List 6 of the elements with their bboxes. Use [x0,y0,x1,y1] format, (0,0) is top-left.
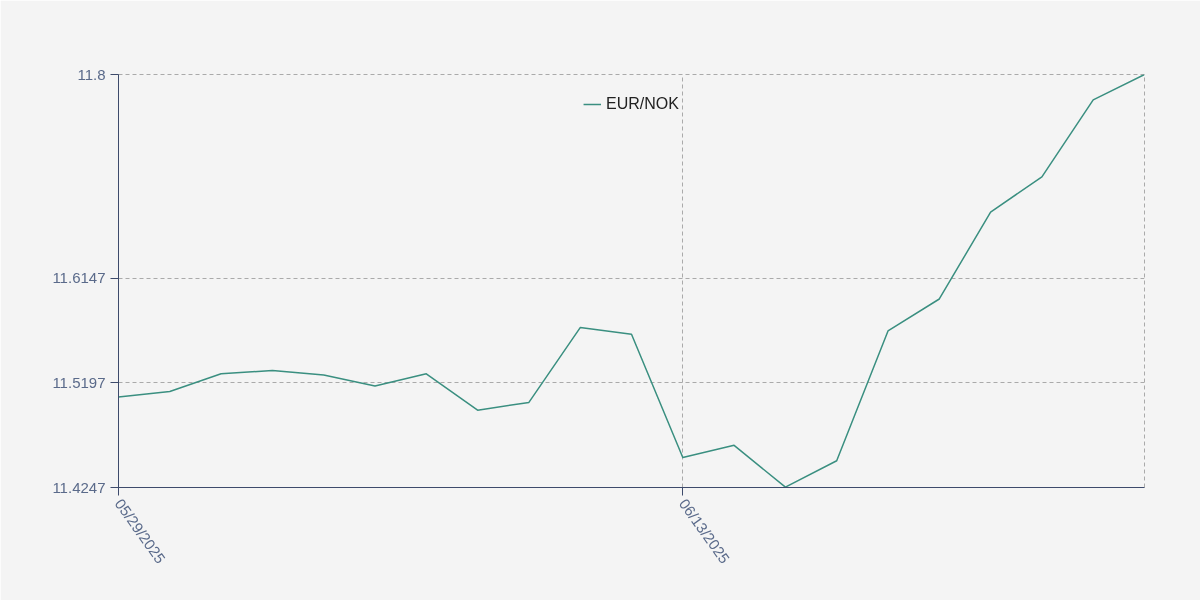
y-tick-label: 11.8 [77,65,106,83]
y-tick-label: 11.5197 [52,373,106,391]
y-tick-label: 11.4247 [52,478,106,496]
line-series [118,74,1145,488]
legend-label: EUR/NOK [606,95,679,113]
y-tick-label: 11.6147 [52,269,106,287]
